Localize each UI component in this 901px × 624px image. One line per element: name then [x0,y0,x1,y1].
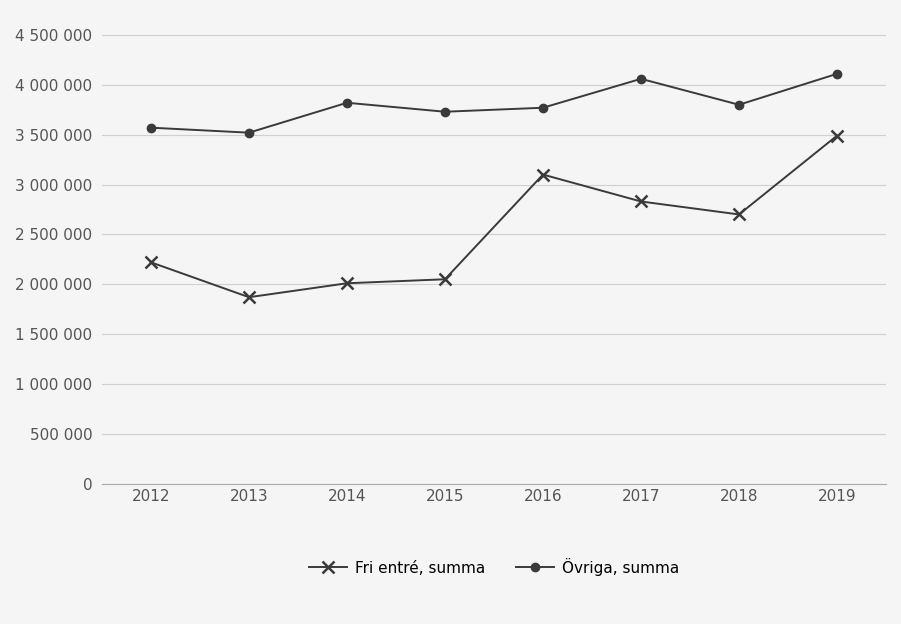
Övriga, summa [146,124,157,132]
Fri entré, summa [146,258,157,266]
Fri entré, summa [243,293,254,301]
Fri entré, summa [440,276,450,283]
Legend: Fri entré, summa, Övriga, summa: Fri entré, summa, Övriga, summa [303,552,685,583]
Fri entré, summa [538,171,549,178]
Fri entré, summa [635,198,646,205]
Övriga, summa [832,70,842,77]
Line: Övriga, summa: Övriga, summa [147,70,842,137]
Fri entré, summa [832,132,842,139]
Övriga, summa [635,75,646,82]
Övriga, summa [440,108,450,115]
Line: Fri entré, summa: Fri entré, summa [145,130,842,303]
Övriga, summa [243,129,254,137]
Fri entré, summa [733,211,744,218]
Övriga, summa [733,101,744,109]
Fri entré, summa [341,280,352,287]
Övriga, summa [538,104,549,112]
Övriga, summa [341,99,352,107]
